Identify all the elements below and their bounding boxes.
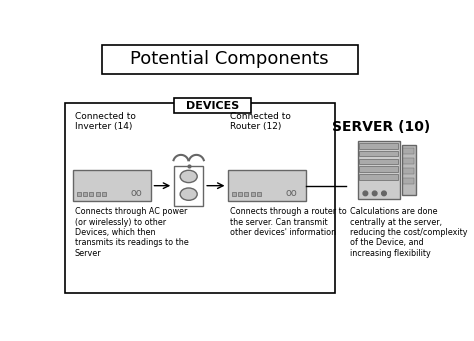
- Bar: [402, 145, 416, 195]
- Bar: [238, 192, 242, 196]
- Text: DEVICES: DEVICES: [186, 101, 239, 110]
- Bar: [174, 166, 203, 206]
- Bar: [65, 103, 335, 294]
- Text: SERVER (10): SERVER (10): [332, 120, 430, 134]
- Text: Connected to
Inverter (14): Connected to Inverter (14): [75, 112, 136, 131]
- Ellipse shape: [180, 170, 197, 182]
- Bar: [245, 192, 248, 196]
- Bar: [403, 158, 414, 164]
- Circle shape: [363, 191, 368, 196]
- Text: oo: oo: [286, 188, 298, 198]
- Bar: [83, 192, 87, 196]
- Circle shape: [382, 191, 386, 196]
- Text: Potential Components: Potential Components: [130, 50, 329, 69]
- Bar: [73, 170, 151, 201]
- Bar: [90, 192, 93, 196]
- Bar: [403, 168, 414, 174]
- Ellipse shape: [180, 188, 197, 200]
- Bar: [359, 151, 398, 157]
- Bar: [359, 174, 398, 179]
- Text: Connected to
Router (12): Connected to Router (12): [230, 112, 291, 131]
- Bar: [228, 170, 306, 201]
- Bar: [403, 178, 414, 184]
- Bar: [102, 192, 106, 196]
- Bar: [359, 166, 398, 172]
- Bar: [96, 192, 100, 196]
- Bar: [359, 143, 398, 149]
- Bar: [357, 141, 400, 199]
- Bar: [251, 192, 255, 196]
- Text: Connects through a router to
the server. Can transmit
other devices' information: Connects through a router to the server.…: [230, 207, 346, 237]
- Text: Calculations are done
centrally at the server,
reducing the cost/complexity
of t: Calculations are done centrally at the s…: [350, 207, 467, 258]
- Text: oo: oo: [131, 188, 143, 198]
- Bar: [403, 148, 414, 154]
- Text: Connects through AC power
(or wirelessly) to other
Devices, which then
transmits: Connects through AC power (or wirelessly…: [75, 207, 189, 258]
- Bar: [102, 45, 357, 74]
- Bar: [359, 159, 398, 164]
- Bar: [174, 98, 251, 113]
- Circle shape: [373, 191, 377, 196]
- Bar: [232, 192, 236, 196]
- Bar: [77, 192, 81, 196]
- Bar: [257, 192, 261, 196]
